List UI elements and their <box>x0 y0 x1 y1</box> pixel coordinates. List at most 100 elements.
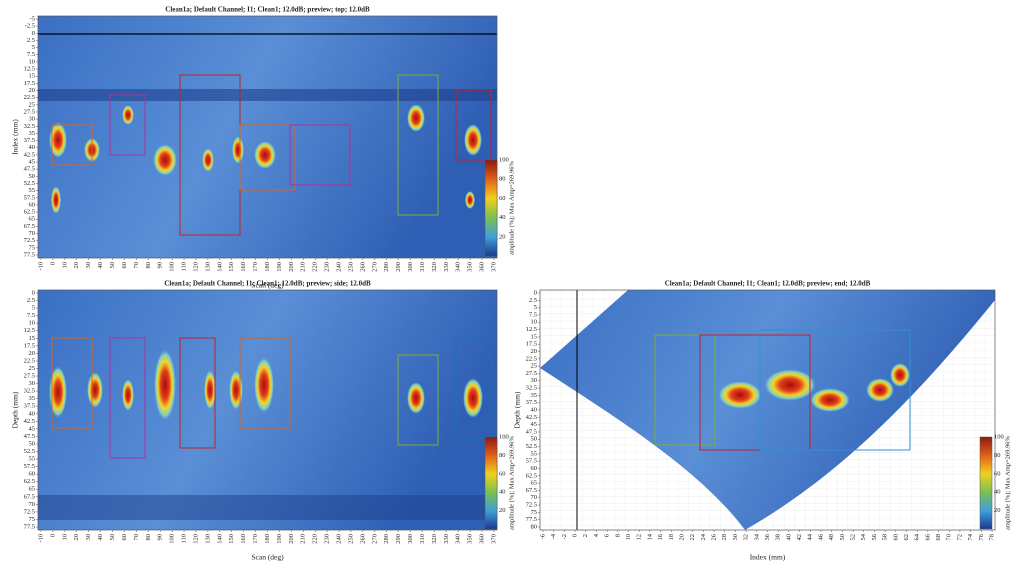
y-tick-label: 60 <box>29 471 36 478</box>
y-tick-label: 72.5 <box>24 508 35 515</box>
x-tick-label: 70 <box>133 262 140 269</box>
x-tick-label: 16 <box>657 533 664 540</box>
colorbar-tick-label: 100 <box>994 433 1004 440</box>
x-tick-label: 280 <box>383 262 390 272</box>
y-tick-label: 30 <box>531 377 538 384</box>
y-tick-label: 0 <box>32 289 35 296</box>
y-tick-label: 7.5 <box>27 312 35 319</box>
y-tick-label: 50 <box>29 173 36 180</box>
x-tick-label: 10 <box>625 534 632 541</box>
x-tick-label: 52 <box>850 534 857 541</box>
x-tick-label: 56 <box>871 533 878 540</box>
hot-spot <box>204 370 216 410</box>
y-tick-label: 37.5 <box>526 399 537 406</box>
colorbar-label: amplitude (%); Max Amp=269.96% <box>1004 435 1011 530</box>
colorbar-tick-label: 20 <box>994 507 1001 514</box>
y-tick-label: 17.5 <box>526 341 537 348</box>
x-tick-label: 30 <box>85 534 92 541</box>
y-tick-label: 67.5 <box>24 223 35 230</box>
x-tick-label: 200 <box>288 262 295 272</box>
x-tick-label: 60 <box>892 534 899 541</box>
x-tick-label: 48 <box>828 534 835 541</box>
colorbar-tick-label: 20 <box>499 507 506 514</box>
x-axis-label: Scan (deg) <box>251 281 284 290</box>
x-tick-label: 240 <box>336 262 343 272</box>
x-tick-label: 76 <box>978 533 985 540</box>
annotation-box <box>397 74 439 216</box>
y-tick-label: 62.5 <box>24 478 35 485</box>
y-tick-label: 25 <box>29 365 36 372</box>
x-tick-label: 310 <box>419 534 426 544</box>
annotation-box <box>759 329 911 451</box>
y-tick-label: 40 <box>29 144 36 151</box>
colorbar-tick-label: 40 <box>994 489 1001 496</box>
annotation-box <box>239 337 291 429</box>
y-tick-label: 32.5 <box>24 123 35 130</box>
annotation-box <box>109 94 146 156</box>
y-tick-label: 12.5 <box>24 66 35 73</box>
annotation-box <box>51 124 93 166</box>
y-tick-label: 42.5 <box>24 151 35 158</box>
x-tick-label: 60 <box>121 262 128 269</box>
x-tick-label: 210 <box>300 262 307 272</box>
y-tick-label: 40 <box>531 406 538 413</box>
y-tick-label: 32.5 <box>526 385 537 392</box>
x-tick-label: 12 <box>636 534 643 541</box>
hot-spot <box>49 366 67 418</box>
x-tick-label: 40 <box>97 534 104 541</box>
y-tick-label: 55 <box>29 456 36 463</box>
hot-spot <box>202 148 214 172</box>
x-tick-label: 200 <box>288 534 295 544</box>
x-tick-label: 26 <box>711 533 718 540</box>
x-tick-label: 22 <box>689 534 696 541</box>
y-tick-label: 0 <box>534 289 537 296</box>
x-tick-label: 30 <box>732 534 739 541</box>
y-tick-label: 77.5 <box>24 523 35 530</box>
colorbar-tick-label: 40 <box>499 489 506 496</box>
x-tick-label: 50 <box>839 534 846 541</box>
colorbar-tick-label: 80 <box>499 176 506 183</box>
x-tick-label: 170 <box>252 262 259 272</box>
x-tick-label: 260 <box>359 534 366 544</box>
y-tick-label: 7.5 <box>529 311 537 318</box>
y-tick-label: 42.5 <box>526 414 537 421</box>
annotation-box <box>51 337 93 429</box>
x-tick-label: 150 <box>228 534 235 544</box>
y-tick-label: 67.5 <box>24 493 35 500</box>
colorbar-tick-label: 80 <box>994 452 1001 459</box>
x-tick-label: 70 <box>133 534 140 541</box>
y-tick-label: 7.5 <box>27 51 35 58</box>
x-tick-label: 190 <box>276 534 283 544</box>
y-tick-label: 10 <box>29 320 36 327</box>
x-tick-label: 150 <box>228 262 235 272</box>
x-tick-label: 340 <box>455 262 462 272</box>
y-tick-label: 5 <box>534 304 537 311</box>
x-tick-label: 360 <box>479 534 486 544</box>
y-tick-label: 30 <box>29 116 36 123</box>
y-tick-label: 15 <box>29 73 36 80</box>
x-tick-label: 18 <box>668 534 675 541</box>
x-tick-label: 230 <box>324 534 331 544</box>
y-tick-label: 22.5 <box>526 355 537 362</box>
x-tick-label: 2 <box>582 534 589 537</box>
x-tick-label: 100 <box>169 534 176 544</box>
x-tick-label: -6 <box>539 533 546 539</box>
colorbar-label: amplitude (%); Max Amp=269.96% <box>508 160 515 255</box>
hot-spot <box>51 186 61 214</box>
hot-spot <box>407 104 425 132</box>
panel-title: Clean1a; Default Channel; I1; Clean1; 12… <box>165 6 370 14</box>
hot-spot <box>407 382 425 414</box>
y-tick-label: 42.5 <box>24 418 35 425</box>
y-tick-label: 17.5 <box>24 80 35 87</box>
x-tick-label: 38 <box>775 534 782 541</box>
y-tick-label: 70 <box>29 501 36 508</box>
y-tick-label: 77.5 <box>24 251 35 258</box>
x-tick-label: 40 <box>97 262 104 269</box>
x-tick-label: 62 <box>903 534 910 541</box>
x-tick-label: 350 <box>467 534 474 544</box>
x-tick-label: 36 <box>764 533 771 540</box>
x-tick-label: 260 <box>359 262 366 272</box>
x-tick-label: 66 <box>924 533 931 540</box>
x-tick-label: 160 <box>240 534 247 544</box>
x-tick-label: -10 <box>37 534 44 543</box>
